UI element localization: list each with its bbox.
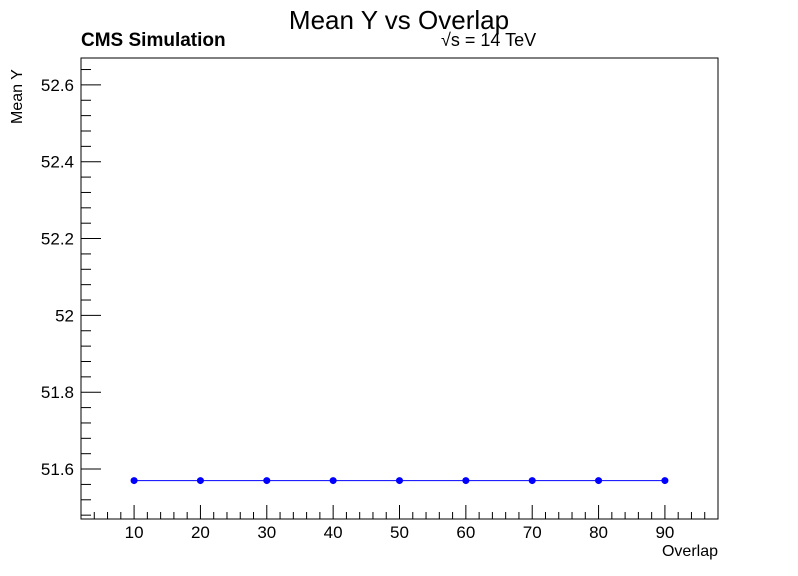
x-tick-label: 80 [589,523,608,542]
x-tick-label: 90 [655,523,674,542]
y-tick-label: 51.8 [41,383,74,402]
x-tick-label: 30 [257,523,276,542]
chart-title: Mean Y vs Overlap [289,5,509,35]
x-tick-label: 60 [456,523,475,542]
y-tick-label: 52 [55,306,74,325]
y-tick-label: 52.6 [41,76,74,95]
data-point [196,477,204,485]
data-point [462,477,470,485]
axes-layer: 10 20 30 40 50 60 70 80 90 51.6 51.8 52 52.2 52.4 52.6 [41,69,719,542]
energy-label: √s = 14 TeV [441,30,536,50]
x-tick-label: 20 [191,523,210,542]
data-point [396,477,403,485]
x-tick-label: 40 [324,523,343,542]
x-axis-label: Overlap [662,543,718,560]
x-tick-label: 10 [125,523,144,542]
data-point [528,477,536,485]
data-point [263,477,271,485]
series-layer [130,477,669,485]
data-point [329,477,337,485]
y-axis-label: Mean Y [9,69,26,124]
x-tick-label: 50 [390,523,409,542]
x-tick-label: 70 [523,523,542,542]
data-point [661,477,669,485]
data-point [130,477,138,485]
data-point [595,477,603,485]
y-tick-label: 52.2 [41,230,74,249]
cms-label: CMS Simulation [81,30,226,51]
plot-frame [80,57,719,520]
y-tick-label: 51.6 [41,460,74,479]
y-tick-label: 52.4 [41,153,74,172]
